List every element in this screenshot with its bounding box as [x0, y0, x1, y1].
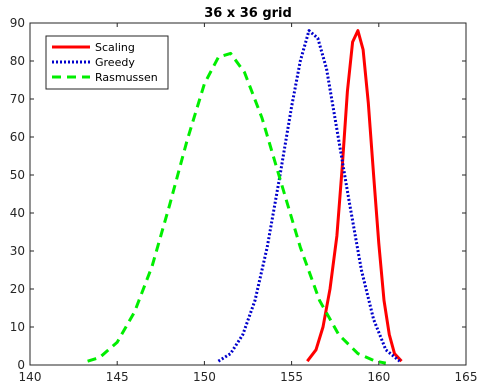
x-tick-label: 140 — [19, 370, 42, 384]
x-tick-label: 145 — [106, 370, 129, 384]
y-tick-label: 20 — [10, 282, 25, 296]
series-line-scaling — [306, 29, 403, 363]
series-line-rasmussen — [87, 51, 387, 365]
x-tick-label: 150 — [193, 370, 216, 384]
y-tick-label: 80 — [10, 54, 25, 68]
y-tick-label: 60 — [10, 130, 25, 144]
legend-label-rasmussen: Rasmussen — [95, 71, 158, 84]
y-tick-label: 30 — [10, 244, 25, 258]
y-tick-label: 50 — [10, 168, 25, 182]
legend-box — [45, 35, 169, 90]
y-tick-label: 0 — [17, 358, 25, 372]
y-tick-label: 10 — [10, 320, 25, 334]
y-tick-label: 40 — [10, 206, 25, 220]
x-tick-label: 155 — [280, 370, 303, 384]
series-lines — [87, 29, 403, 365]
x-tick-label: 160 — [367, 370, 390, 384]
plot-area-frame — [29, 22, 467, 366]
y-tick-label: 70 — [10, 92, 25, 106]
legend-label-scaling: Scaling — [95, 41, 135, 54]
series-line-greedy — [217, 29, 401, 363]
x-tick-label: 165 — [455, 370, 478, 384]
legend-label-greedy: Greedy — [95, 56, 135, 69]
legend: Scaling Greedy Rasmussen — [45, 35, 169, 90]
chart-title: 36 x 36 grid — [204, 6, 292, 21]
y-tick-label: 90 — [10, 16, 25, 30]
axis-ticks: 140 145 150 155 160 165 0 10 20 30 40 50 60 70 80 90 — [10, 16, 478, 384]
